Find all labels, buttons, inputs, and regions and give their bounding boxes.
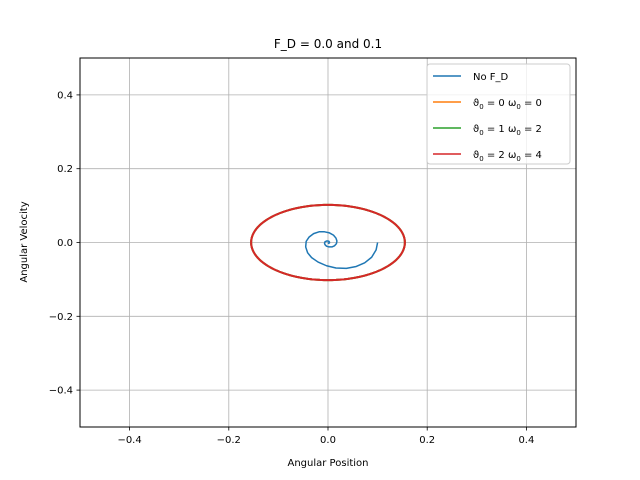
chart-title: F_D = 0.0 and 0.1 xyxy=(274,37,382,51)
legend-box xyxy=(426,63,571,165)
y-tick-label: 0.0 xyxy=(57,238,73,249)
series-line-0 xyxy=(304,231,379,270)
legend-label-0: No F_D xyxy=(473,72,509,83)
series-line-3 xyxy=(250,203,406,282)
y-tick-label: −0.4 xyxy=(49,386,73,397)
x-tick-label: −0.4 xyxy=(117,435,141,446)
series-group xyxy=(250,203,406,282)
x-tick-label: −0.2 xyxy=(217,435,241,446)
legend-label-1: ϑ0 = 0 ω0 = 0 xyxy=(473,98,542,111)
x-tick-label: 0.4 xyxy=(518,435,534,446)
legend-label-3: ϑ0 = 2 ω0 = 4 xyxy=(473,150,542,163)
ticks: −0.4 −0.2 0.0 0.2 0.4 −0.4 −0.2 0.0 0.2 0.4 xyxy=(49,90,535,446)
x-tick-label: 0.2 xyxy=(419,435,435,446)
y-tick-label: 0.4 xyxy=(57,90,73,101)
y-tick-label: 0.2 xyxy=(57,164,73,175)
y-tick-label: −0.2 xyxy=(49,312,73,323)
legend: No F_D ϑ0 = 0 ω0 = 0 ϑ0 = 1 ω0 = 2 ϑ0 = 2 ω… xyxy=(426,63,571,165)
x-tick-label: 0.0 xyxy=(320,435,336,446)
legend-label-2: ϑ0 = 1 ω0 = 2 xyxy=(473,124,542,137)
x-axis-label: Angular Position xyxy=(288,458,369,469)
y-axis-label: Angular Velocity xyxy=(19,201,30,282)
